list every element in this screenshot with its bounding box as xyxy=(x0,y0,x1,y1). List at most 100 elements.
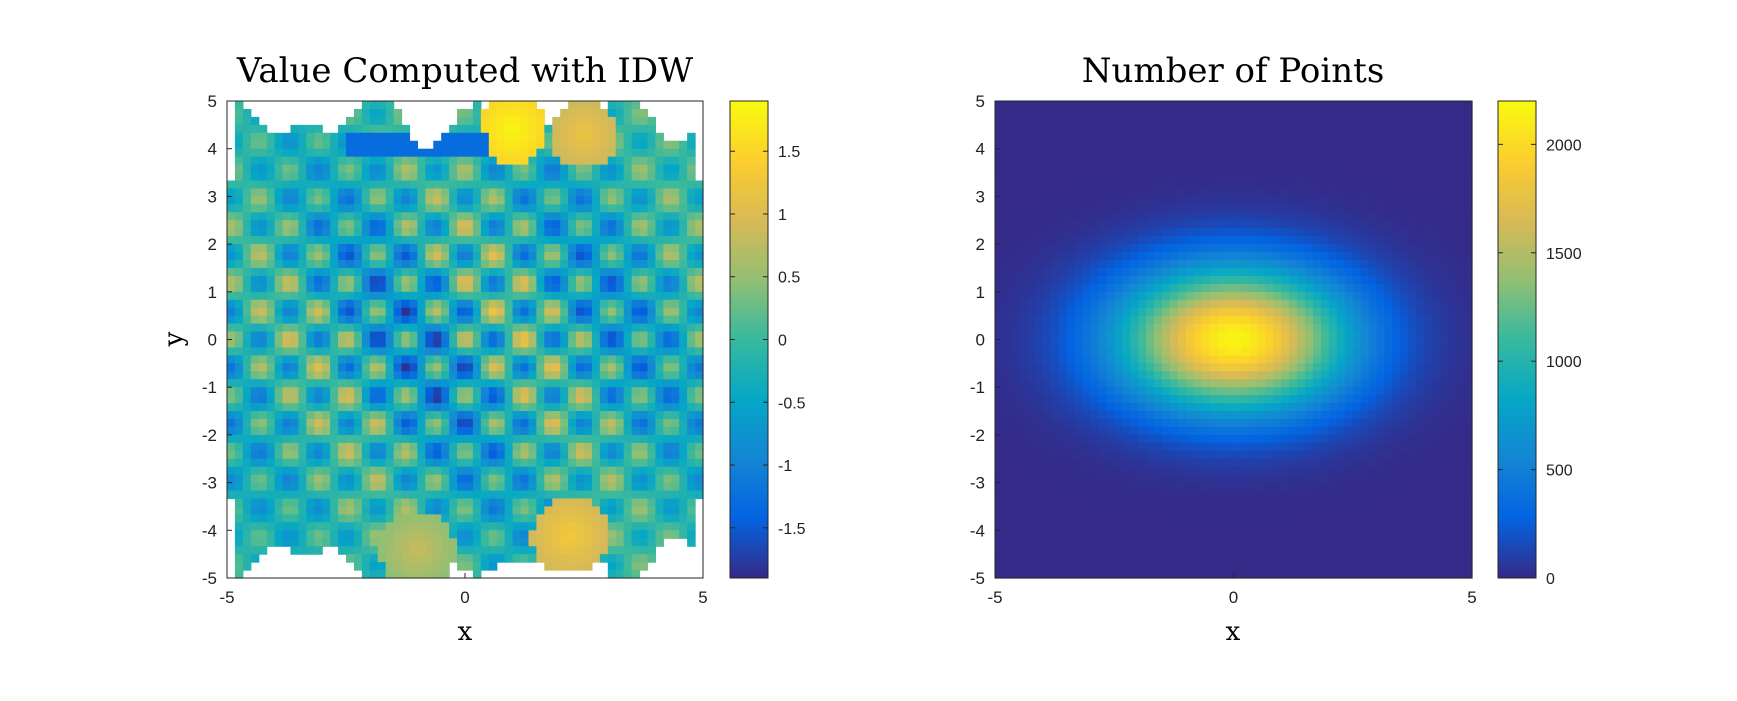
heatmap-cell xyxy=(393,522,403,531)
heatmap-cell xyxy=(266,355,276,364)
heatmap-cell xyxy=(1344,116,1354,126)
heatmap-cell xyxy=(504,434,514,444)
heatmap-cell xyxy=(607,363,617,372)
heatmap-cell xyxy=(591,108,601,118)
heatmap-cell xyxy=(1249,101,1258,110)
heatmap-cell xyxy=(227,267,236,277)
heatmap-cell xyxy=(671,474,680,484)
heatmap-cell xyxy=(1034,260,1044,269)
heatmap-cell xyxy=(401,474,411,484)
heatmap-cell xyxy=(512,403,522,412)
heatmap-cell xyxy=(1066,188,1076,197)
heatmap-cell xyxy=(1360,252,1370,261)
heatmap-cell xyxy=(234,554,244,563)
heatmap-cell xyxy=(1114,101,1123,110)
heatmap-cell xyxy=(1018,156,1028,166)
heatmap-cell xyxy=(322,283,331,293)
heatmap-cell xyxy=(480,267,490,277)
heatmap-cell xyxy=(607,220,617,229)
heatmap-cell xyxy=(1416,236,1425,245)
heatmap-cell xyxy=(623,442,633,452)
heatmap-cell xyxy=(576,514,585,523)
heatmap-cell xyxy=(274,363,284,372)
heatmap-cell xyxy=(528,339,537,349)
heatmap-cell xyxy=(465,482,474,492)
heatmap-cell xyxy=(1002,267,1012,277)
heatmap-cell xyxy=(1154,275,1163,285)
heatmap-cell xyxy=(1058,140,1068,150)
heatmap-cell xyxy=(234,371,244,380)
heatmap-cell xyxy=(1026,299,1036,309)
heatmap-cell xyxy=(607,331,617,341)
heatmap-cell xyxy=(385,339,395,349)
heatmap-cell xyxy=(322,514,331,523)
heatmap-cell xyxy=(655,411,664,420)
heatmap-cell xyxy=(671,426,680,436)
heatmap-cell xyxy=(472,244,482,253)
heatmap-cell xyxy=(306,323,315,333)
heatmap-cell xyxy=(639,530,649,539)
heatmap-cell xyxy=(1265,220,1274,229)
heatmap-cell xyxy=(306,498,315,508)
heatmap-cell xyxy=(576,323,585,333)
heatmap-cell xyxy=(449,514,458,523)
heatmap-cell xyxy=(298,474,307,484)
heatmap-cell xyxy=(1273,108,1282,118)
heatmap-cell xyxy=(1154,267,1163,277)
heatmap-cell xyxy=(401,562,411,571)
heatmap-cell xyxy=(552,283,561,293)
heatmap-cell xyxy=(504,411,514,420)
heatmap-cell xyxy=(1154,236,1163,245)
heatmap-cell xyxy=(1217,164,1227,174)
heatmap-cell xyxy=(1456,140,1465,150)
heatmap-cell xyxy=(1249,196,1258,205)
heatmap-cell xyxy=(631,116,641,126)
heatmap-cell xyxy=(401,538,411,547)
heatmap-cell xyxy=(1161,164,1171,174)
heatmap-cell xyxy=(441,379,450,388)
heatmap-cell xyxy=(1400,156,1409,166)
heatmap-cell xyxy=(369,387,379,396)
heatmap-cell xyxy=(258,212,268,221)
heatmap-cell xyxy=(520,156,530,166)
heatmap-cell xyxy=(298,124,307,134)
heatmap-cell xyxy=(433,450,442,460)
heatmap-cell xyxy=(242,554,252,563)
heatmap-cell xyxy=(647,124,656,134)
heatmap-cell xyxy=(552,315,561,325)
heatmap-cell xyxy=(1400,172,1409,182)
heatmap-cell xyxy=(1185,212,1195,221)
heatmap-cell xyxy=(1122,140,1131,150)
heatmap-cell xyxy=(1281,244,1290,253)
heatmap-cell xyxy=(441,236,450,245)
heatmap-cell xyxy=(449,212,458,221)
heatmap-cell xyxy=(361,562,371,571)
heatmap-cell xyxy=(671,387,680,396)
heatmap-cell xyxy=(1082,188,1091,197)
heatmap-cell xyxy=(1384,132,1394,142)
heatmap-cell xyxy=(1042,307,1052,317)
heatmap-cell xyxy=(576,204,585,213)
heatmap-cell xyxy=(512,196,522,205)
heatmap-cell xyxy=(1328,180,1338,190)
heatmap-cell xyxy=(1273,291,1282,301)
heatmap-cell xyxy=(1257,204,1266,213)
heatmap-cell xyxy=(607,101,617,110)
heatmap-cell xyxy=(568,196,577,205)
heatmap-cell xyxy=(417,236,426,245)
heatmap-cell xyxy=(401,236,411,245)
heatmap-cell xyxy=(465,267,474,277)
heatmap-cell xyxy=(607,323,617,333)
heatmap-cell xyxy=(520,132,530,142)
heatmap-cell xyxy=(1360,204,1370,213)
heatmap-cell xyxy=(314,236,323,245)
heatmap-cell xyxy=(1042,101,1052,110)
heatmap-cell xyxy=(258,156,268,166)
heatmap-cell xyxy=(369,180,379,190)
heatmap-cell xyxy=(1273,164,1282,174)
heatmap-cell xyxy=(369,252,379,261)
heatmap-cell xyxy=(504,307,514,317)
heatmap-cell xyxy=(361,260,371,269)
heatmap-cell xyxy=(1161,220,1171,229)
heatmap-cell xyxy=(639,260,649,269)
